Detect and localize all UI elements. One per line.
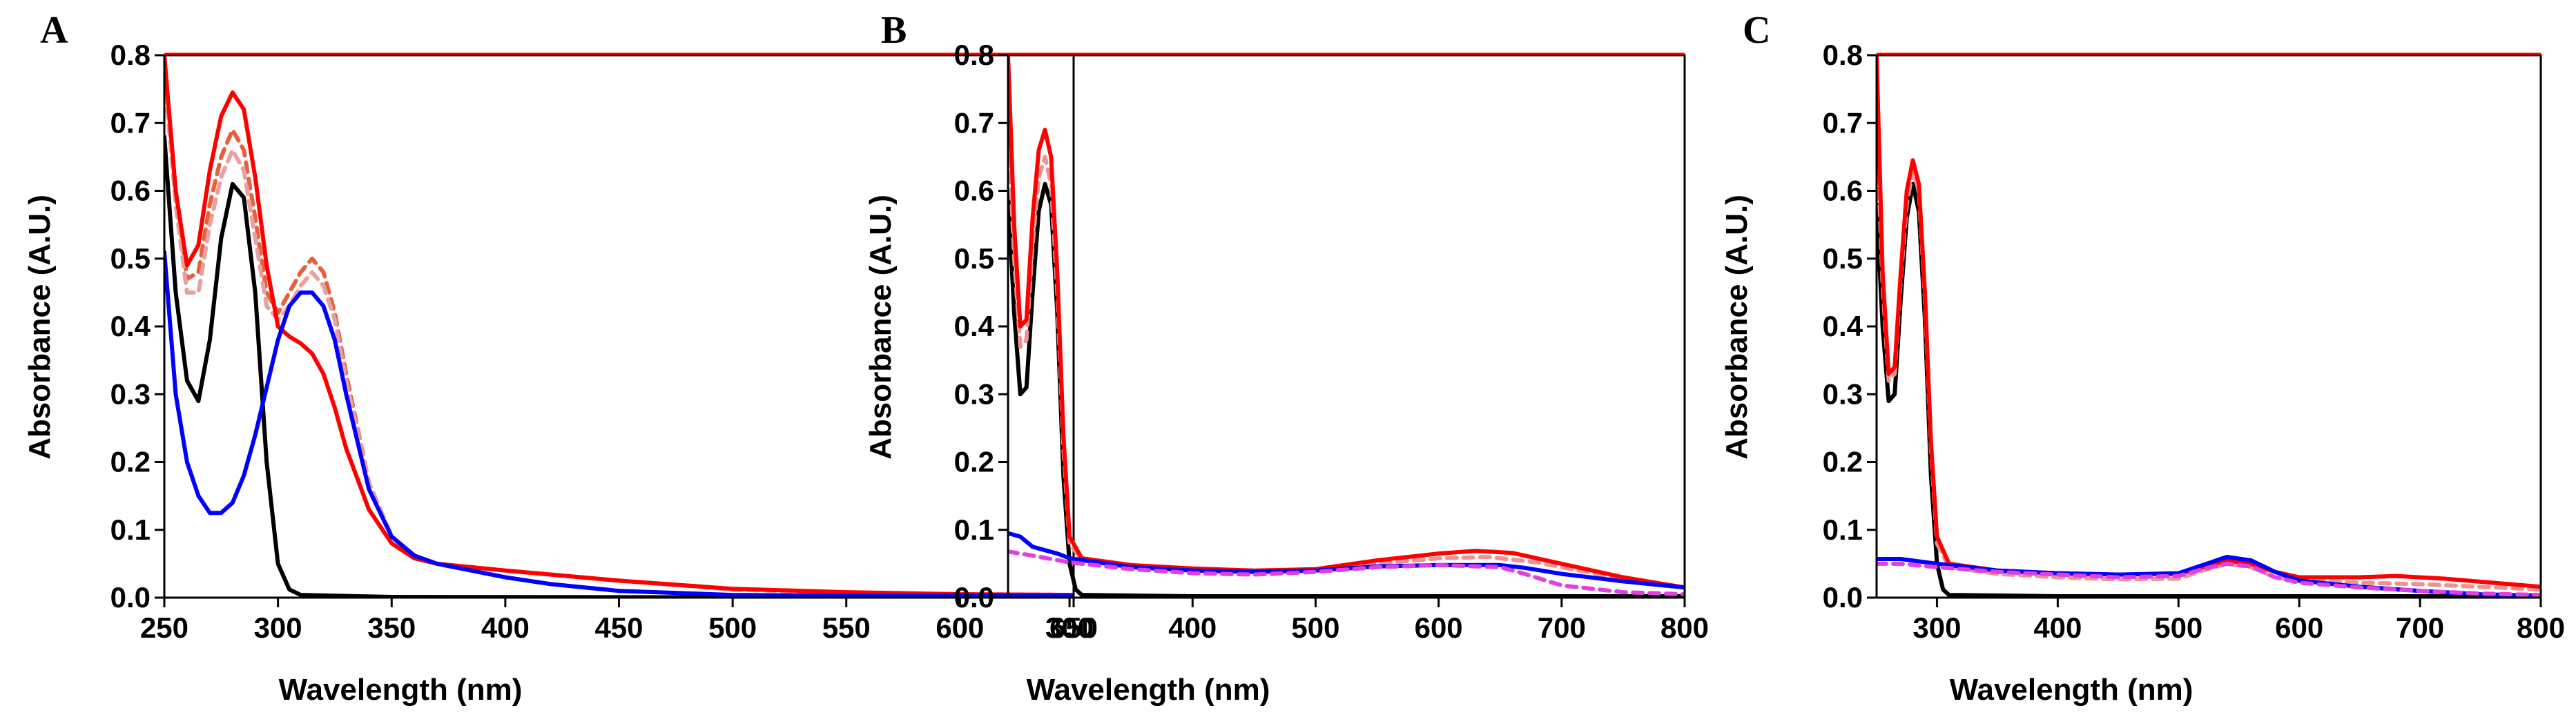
y-tick-label-c-0.0: 0.0 xyxy=(1823,581,1863,614)
y-tick-label-b-0.4: 0.4 xyxy=(954,310,995,342)
x-tick-label-a-600: 600 xyxy=(936,611,984,644)
y-tick-label-c-0.6: 0.6 xyxy=(1823,175,1863,207)
y-tick-label-a-0.2: 0.2 xyxy=(110,446,151,478)
y-axis-title-c: Absorbance (A.U.) xyxy=(1720,195,1754,460)
x-tick-label-b-300: 300 xyxy=(1045,611,1094,644)
y-tick-label-c-0.4: 0.4 xyxy=(1823,310,1863,342)
x-axis-title-c: Wavelength (nm) xyxy=(1950,673,2194,707)
x-tick-label-b-500: 500 xyxy=(1291,611,1339,644)
plot-frame-b xyxy=(1007,54,1686,599)
series-black-line-b xyxy=(1008,182,1685,598)
y-tick-label-c-0.8: 0.8 xyxy=(1823,39,1863,71)
x-tick-label-a-650: 650 xyxy=(1049,611,1098,644)
plot-area-a: 0.0 0.1 0.2 0.3 0.4 0.5 0.6 0.7 0.8 250 300 350 400 4… xyxy=(110,39,1098,644)
x-tick-label-c-700: 700 xyxy=(2396,611,2444,644)
x-tick-label-a-300: 300 xyxy=(254,611,302,644)
y-tick-label-a-0.1: 0.1 xyxy=(110,513,151,546)
panel-a: A 0.0 0.1 0.2 0.3 0.4 0.5 0.6 0.7 0.8 250 300 350 40… xyxy=(23,9,1098,707)
panel-c: C 0.0 0.1 0.2 0.3 0.4 0.5 0.6 0.7 0.8 300 400 500 60… xyxy=(1720,9,2565,707)
y-tick-label-a-0.3: 0.3 xyxy=(110,377,151,410)
y-tick-label-b-0.8: 0.8 xyxy=(954,39,994,71)
plot-area-c: 0.0 0.1 0.2 0.3 0.4 0.5 0.6 0.7 0.8 300 400 500 600 7… xyxy=(1823,39,2565,644)
series-blue-line-b xyxy=(1008,531,1685,590)
panel-b: B 0.0 0.1 0.2 0.3 0.4 0.5 0.6 0.7 0.8 300 400 500 60… xyxy=(864,9,1709,707)
y-axis-title-b: Absorbance (A.U.) xyxy=(864,195,898,460)
x-tick-label-a-350: 350 xyxy=(367,611,416,644)
y-tick-label-a-0.4: 0.4 xyxy=(110,310,151,342)
y-tick-label-b-0.5: 0.5 xyxy=(954,242,994,275)
x-axis-title-b: Wavelength (nm) xyxy=(1027,673,1270,707)
x-tick-label-c-300: 300 xyxy=(1912,611,1961,644)
y-tick-label-b-0.3: 0.3 xyxy=(954,377,994,410)
series-magenta-dashed-line-c xyxy=(1877,561,2541,598)
x-tick-label-a-250: 250 xyxy=(140,611,188,644)
y-tick-label-a-0.6: 0.6 xyxy=(110,175,151,207)
x-tick-label-a-500: 500 xyxy=(708,611,757,644)
series-group-c xyxy=(1877,55,2541,598)
x-tick-label-a-550: 550 xyxy=(822,611,871,644)
y-tick-label-c-0.5: 0.5 xyxy=(1823,242,1863,275)
x-tick-label-b-700: 700 xyxy=(1538,611,1586,644)
y-tick-label-b-0.2: 0.2 xyxy=(954,446,994,478)
series-pink-dashed-line-c xyxy=(1877,121,2541,592)
y-tick-label-b-0.6: 0.6 xyxy=(954,175,994,207)
x-tick-label-c-600: 600 xyxy=(2275,611,2323,644)
panel-label-c: C xyxy=(1743,9,1770,52)
x-tick-label-b-600: 600 xyxy=(1415,611,1463,644)
series-magenta-dashed-line-b xyxy=(1008,549,1685,597)
series-group-a xyxy=(164,55,1074,598)
y-tick-label-c-0.3: 0.3 xyxy=(1823,377,1863,410)
y-tick-label-b-0.7: 0.7 xyxy=(954,106,994,139)
panel-label-a: A xyxy=(40,9,68,52)
series-red-line-c xyxy=(1877,55,2541,589)
series-group-b xyxy=(1008,55,1685,598)
x-tick-label-b-400: 400 xyxy=(1168,611,1217,644)
y-tick-label-b-0.0: 0.0 xyxy=(954,581,994,614)
y-tick-label-a-0.0: 0.0 xyxy=(110,581,151,614)
plot-area-b: 0.0 0.1 0.2 0.3 0.4 0.5 0.6 0.7 0.8 300 400 500 600 7… xyxy=(954,39,1709,644)
series-black-line-c xyxy=(1877,182,2541,598)
series-blue-line-a xyxy=(164,249,1074,598)
x-tick-label-a-400: 400 xyxy=(481,611,530,644)
series-red-line-b xyxy=(1008,55,1685,590)
series-pink-dashed-line-a xyxy=(164,73,1074,598)
series-black-line-a xyxy=(164,134,1074,598)
y-tick-label-c-0.1: 0.1 xyxy=(1823,513,1863,546)
series-pink-dashed-line-b xyxy=(1008,121,1685,590)
x-tick-label-a-450: 450 xyxy=(594,611,643,644)
x-axis-title-a: Wavelength (nm) xyxy=(279,673,523,707)
y-axis-title-a: Absorbance (A.U.) xyxy=(23,195,57,460)
panel-label-b: B xyxy=(881,9,907,52)
y-tick-label-a-0.7: 0.7 xyxy=(110,106,151,139)
y-tick-label-b-0.1: 0.1 xyxy=(954,513,994,546)
x-tick-label-c-400: 400 xyxy=(2033,611,2082,644)
y-tick-label-c-0.7: 0.7 xyxy=(1823,106,1863,139)
x-tick-label-b-800: 800 xyxy=(1660,611,1709,644)
x-tick-label-c-500: 500 xyxy=(2154,611,2202,644)
x-tick-label-c-800: 800 xyxy=(2517,611,2565,644)
plot-frame-c xyxy=(1875,54,2542,599)
series-red-line-a xyxy=(164,55,1074,598)
plot-frame-a xyxy=(163,54,1075,599)
y-tick-label-a-0.8: 0.8 xyxy=(110,39,151,71)
series-red-dashed-line-a xyxy=(164,59,1074,598)
y-tick-label-a-0.5: 0.5 xyxy=(110,242,151,275)
y-tick-label-c-0.2: 0.2 xyxy=(1823,446,1863,478)
